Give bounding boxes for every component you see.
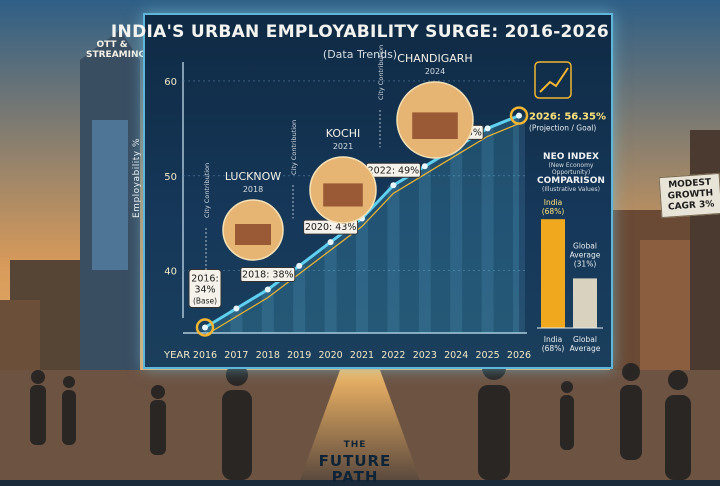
neo-note2: (Illustrative Values) <box>542 186 600 193</box>
neo-heading: NEO INDEX <box>543 152 599 162</box>
future-path-road-text: THE FUTURE PATH <box>300 437 410 485</box>
x-axis-label: YEAR <box>164 350 191 361</box>
road-the: THE <box>343 440 367 450</box>
neo-note: (New Economy Opportunity) <box>548 162 594 176</box>
ott-sign-line1: OTT & <box>96 40 128 50</box>
ott-streaming-sign: OTT & STREAMING <box>86 40 146 60</box>
road-line2: PATH <box>331 468 379 486</box>
side-sign-line3: CAGR 3% <box>667 199 715 213</box>
road-line1: FUTURE <box>318 452 392 470</box>
modest-growth-sign: MODEST GROWTH CAGR 3% <box>658 172 720 219</box>
y-axis-label: Employability % <box>132 138 142 218</box>
ott-sign-line2: STREAMING <box>86 50 146 60</box>
neo-heading2: COMPARISON <box>537 176 605 186</box>
neo-index-heading: NEO INDEX (New Economy Opportunity) COMP… <box>533 152 609 193</box>
chart-subtitle: (Data Trends) <box>322 48 398 61</box>
chart-title: INDIA'S URBAN EMPLOYABILITY SURGE: 2016-… <box>110 22 610 42</box>
